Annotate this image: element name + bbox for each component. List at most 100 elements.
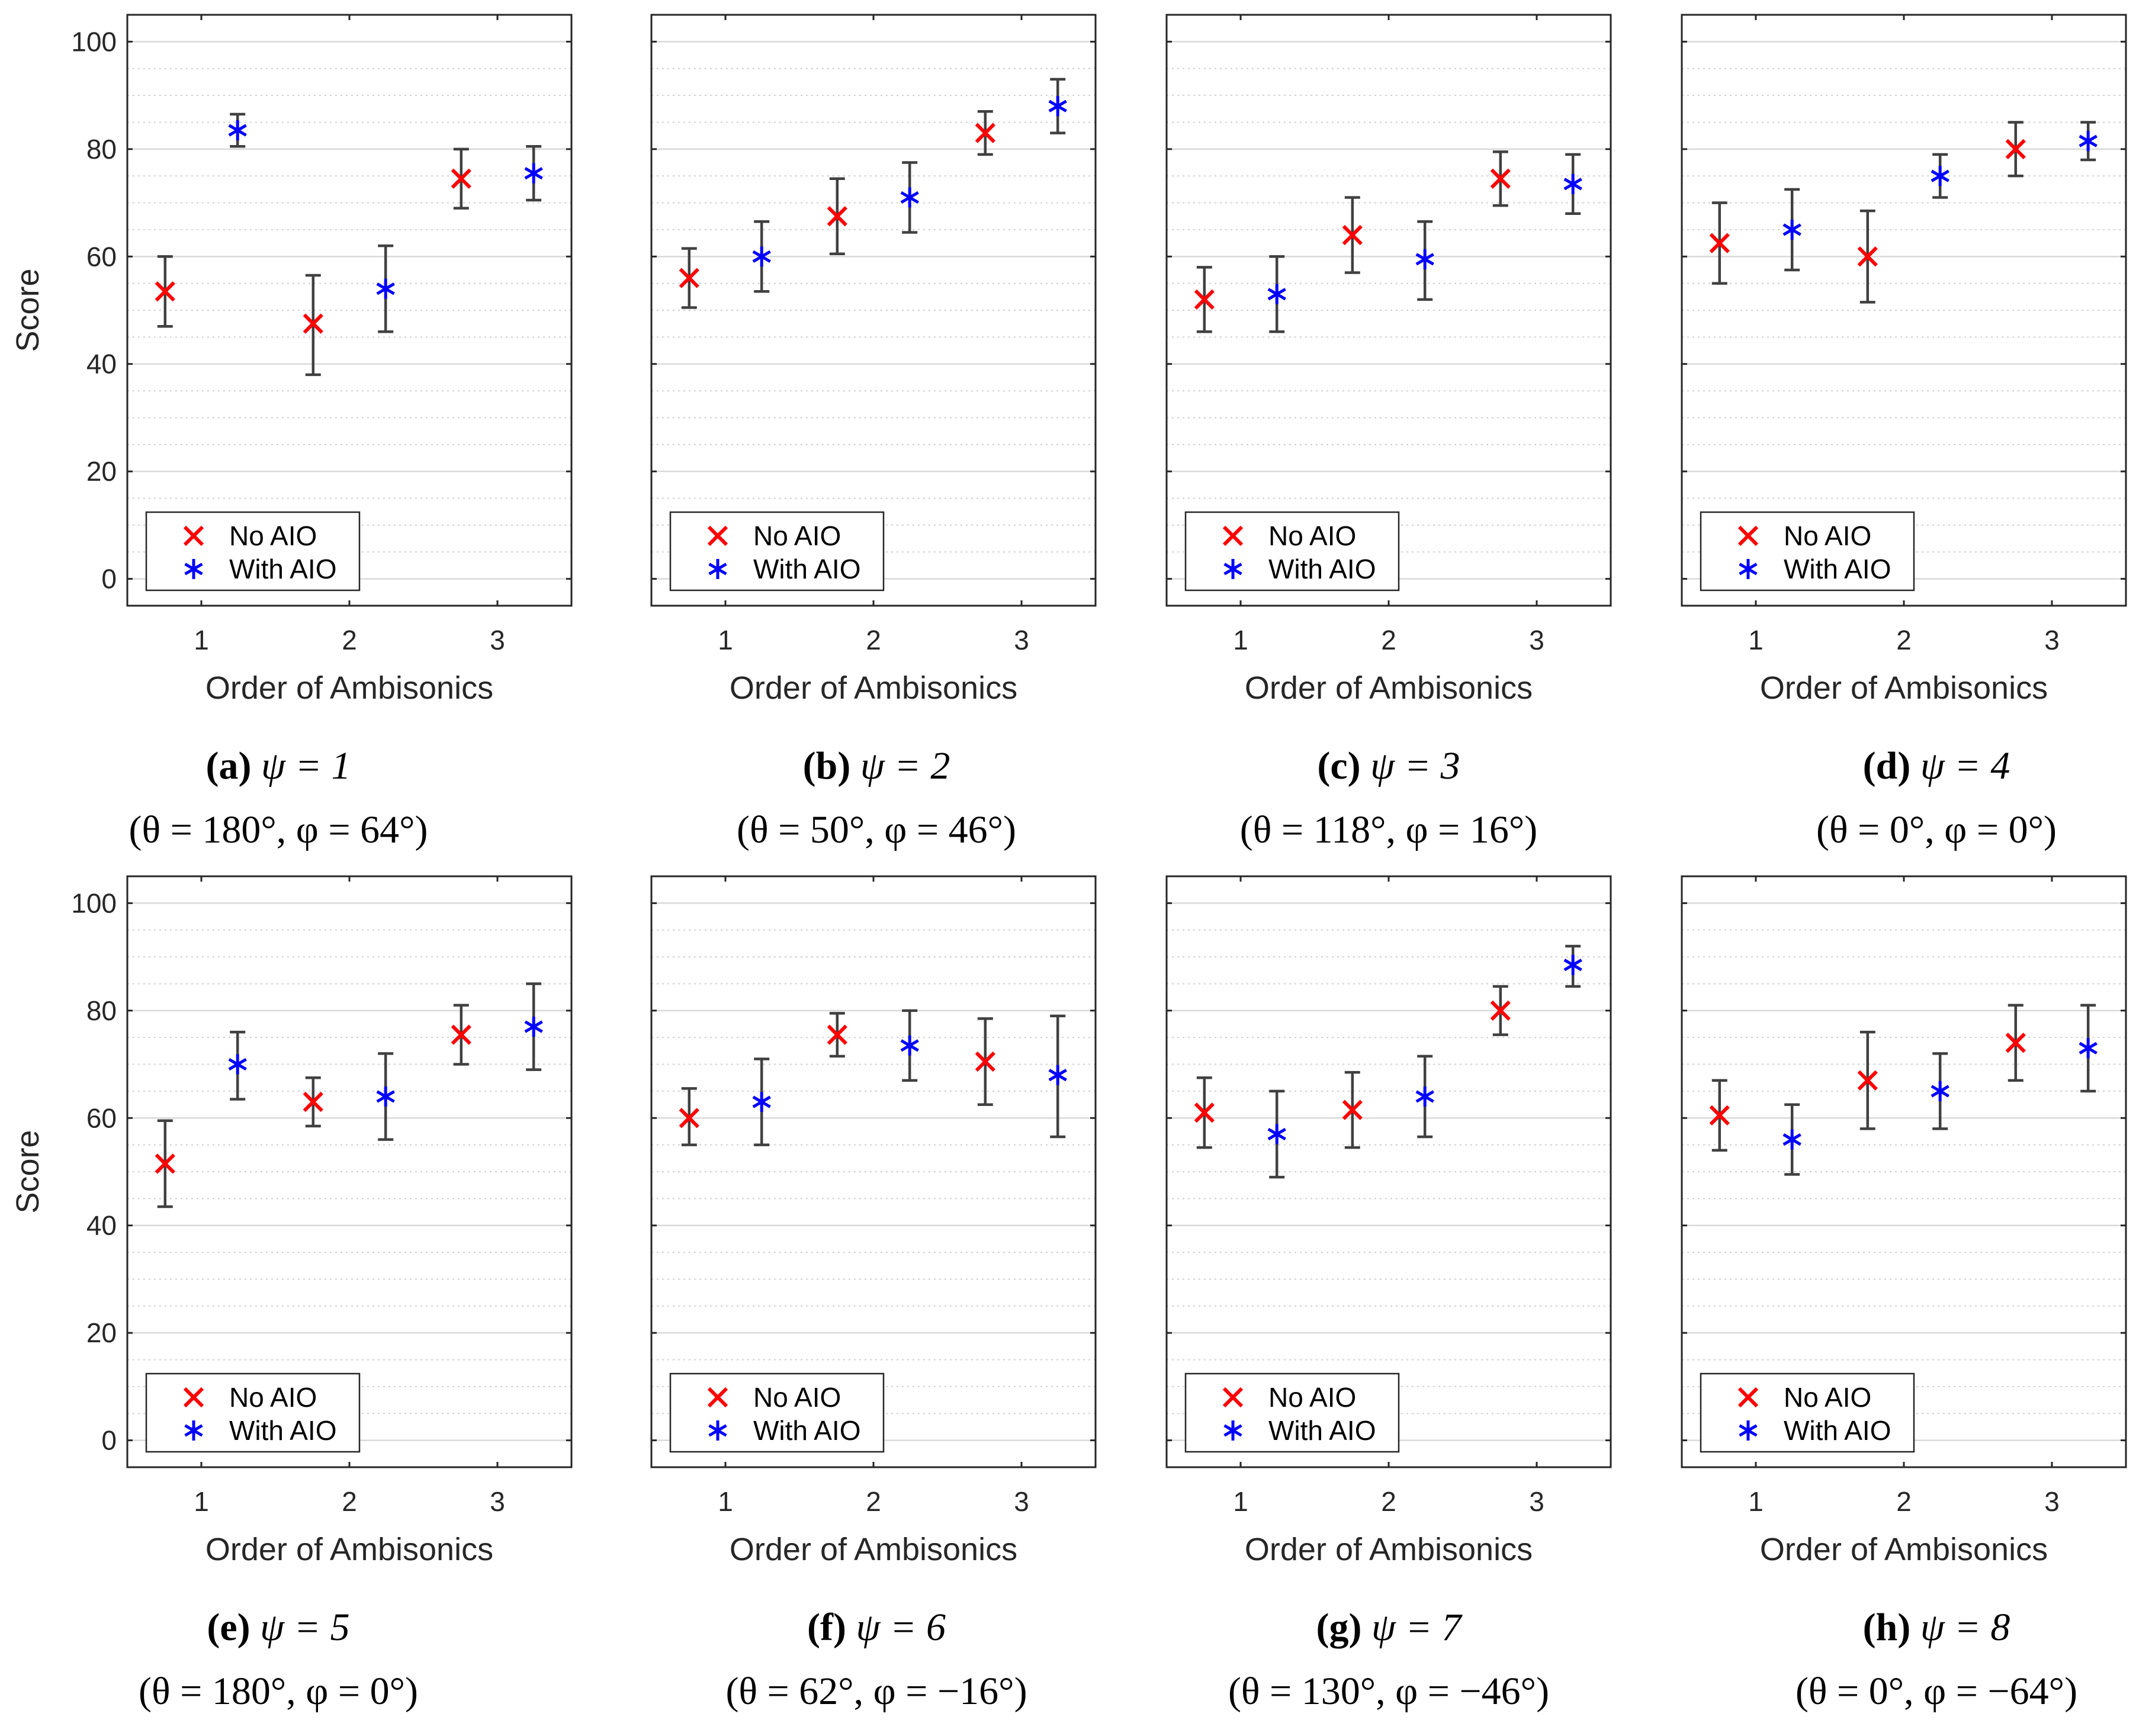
legend-label-no-aio: No AIO [229, 1382, 317, 1413]
caption-angles: (θ = 180°, φ = 0°) [139, 1670, 418, 1713]
marker-with-aio [1267, 284, 1286, 304]
marker-with-aio [1563, 954, 1582, 975]
legend-marker-no-aio-stroke-2 [1222, 525, 1244, 546]
caption-label: (e) [207, 1606, 250, 1649]
caption-space [850, 744, 860, 787]
y-tick-label: 20 [86, 456, 117, 487]
marker-no-aio [2005, 1033, 2026, 1053]
legend-marker-no-aio-stroke-2 [183, 525, 204, 546]
x-tick-label: 2 [1896, 625, 1912, 655]
marker-no-aio [1342, 1100, 1363, 1120]
legend-label-with-aio: With AIO [753, 1415, 860, 1446]
x-axis-label: Order of Ambisonics [1245, 670, 1533, 706]
caption-angles: (θ = 62°, φ = −16°) [725, 1670, 1027, 1713]
marker-no-aio [1490, 168, 1511, 189]
caption-space [251, 744, 261, 787]
caption-angles: (θ = 130°, φ = −46°) [1228, 1670, 1549, 1713]
marker-no-aio-stroke-2 [451, 1024, 471, 1045]
x-axis-label: Order of Ambisonics [1760, 1532, 2048, 1567]
x-axis-label: Order of Ambisonics [730, 1532, 1017, 1567]
caption-psi: ψ = 4 [1920, 744, 2010, 787]
marker-with-aio [1048, 1065, 1067, 1085]
legend-marker-no-aio-stroke-2 [707, 525, 728, 546]
plot-area [127, 876, 571, 1467]
y-tick-label: 100 [71, 888, 117, 918]
y-tick-label: 100 [71, 26, 117, 57]
caption-line-1: (c) ψ = 3 [1317, 744, 1460, 787]
marker-no-aio [451, 168, 471, 189]
marker-no-aio-stroke-2 [155, 281, 175, 302]
legend-marker-no-aio-stroke-2 [707, 1387, 728, 1408]
marker-with-aio [228, 120, 247, 141]
y-tick-label: 0 [101, 1425, 117, 1456]
marker-with-aio-stroke-3 [1415, 253, 1434, 266]
marker-with-aio [752, 1092, 771, 1113]
marker-with-aio [1267, 1124, 1286, 1145]
marker-with-aio [1931, 1081, 1949, 1101]
legend-label-no-aio: No AIO [1784, 1382, 1871, 1413]
marker-with-aio-stroke-3 [900, 191, 919, 204]
marker-no-aio-stroke-2 [827, 206, 847, 227]
caption-angles: (θ = 0°, φ = 0°) [1816, 808, 2057, 851]
marker-no-aio-stroke-2 [303, 313, 323, 334]
marker-with-aio-stroke-3 [1267, 1127, 1286, 1141]
plot-area [1167, 15, 1611, 606]
marker-with-aio-stroke-3 [1563, 178, 1582, 191]
x-tick-label: 1 [194, 625, 209, 655]
y-tick-label: 80 [86, 134, 117, 165]
legend-marker-with-aio [184, 1420, 203, 1441]
caption-psi: ψ = 6 [856, 1606, 946, 1649]
marker-no-aio-stroke-2 [975, 123, 995, 143]
marker-no-aio-stroke-2 [155, 1153, 175, 1174]
x-axis-label: Order of Ambisonics [1760, 670, 2048, 706]
marker-no-aio-stroke-2 [2005, 139, 2026, 159]
x-axis-label: Order of Ambisonics [1245, 1532, 1533, 1567]
caption-space [1910, 1606, 1920, 1649]
marker-with-aio [376, 278, 395, 299]
legend-marker-with-aio [1739, 559, 1758, 579]
marker-no-aio-stroke-2 [975, 1051, 995, 1072]
marker-no-aio [2005, 139, 2026, 159]
marker-no-aio [1194, 289, 1215, 310]
y-axis-label: Score [10, 268, 46, 352]
x-tick-label: 2 [1896, 1486, 1912, 1517]
marker-no-aio [1709, 233, 1730, 253]
y-tick-label: 20 [86, 1317, 117, 1348]
plot-area [1682, 15, 2126, 606]
marker-with-aio-stroke-3 [2079, 1041, 2098, 1055]
legend-label-no-aio: No AIO [753, 520, 841, 551]
x-tick-label: 3 [490, 1486, 505, 1517]
legend-label-with-aio: With AIO [753, 554, 860, 584]
marker-with-aio-stroke-3 [376, 282, 395, 295]
x-tick-label: 3 [1529, 625, 1544, 655]
legend-marker-no-aio-stroke-2 [1222, 1387, 1244, 1408]
marker-no-aio [679, 268, 699, 288]
legend-label-with-aio: With AIO [229, 554, 336, 584]
legend-marker-with-aio [708, 559, 727, 579]
caption-angles: (θ = 118°, φ = 16°) [1240, 808, 1537, 851]
marker-no-aio-stroke-2 [303, 1091, 323, 1113]
marker-with-aio [1782, 1129, 1801, 1150]
marker-no-aio-stroke-2 [1194, 289, 1215, 310]
caption-space [1361, 744, 1371, 787]
caption-label: (d) [1863, 744, 1911, 787]
x-tick-label: 2 [342, 1486, 357, 1517]
marker-no-aio [827, 206, 847, 227]
marker-with-aio-stroke-3 [1931, 169, 1949, 182]
caption-space [250, 1606, 261, 1649]
marker-no-aio [451, 1024, 471, 1045]
legend-marker-with-aio-stroke-3 [1223, 562, 1242, 576]
legend-marker-no-aio [1222, 525, 1244, 546]
marker-no-aio-stroke-2 [679, 268, 699, 288]
legend-marker-no-aio-stroke-2 [183, 1387, 204, 1408]
legend-marker-with-aio-stroke-3 [708, 562, 727, 576]
legend-label-no-aio: No AIO [1268, 1382, 1356, 1413]
chart-e: 0 20 40 60 80 100 1 2 3 Order of Ambisonics Score N… [10, 875, 573, 1713]
marker-with-aio-stroke-3 [1415, 1090, 1434, 1103]
x-tick-label: 2 [866, 1486, 881, 1517]
caption-psi: ψ = 7 [1371, 1606, 1463, 1649]
